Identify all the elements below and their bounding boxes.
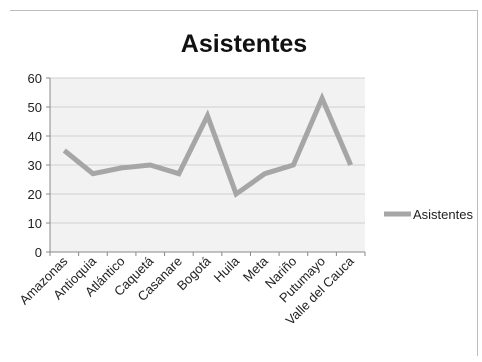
x-tick-label-6: Huila	[211, 253, 243, 285]
y-tick-label-10: 10	[28, 216, 42, 231]
y-tick-label-30: 30	[28, 158, 42, 173]
series-lines	[62, 91, 353, 198]
y-axis-tick-labels: 0 10 20 30 40 50 60	[28, 71, 42, 260]
legend-label-asistentes: Asistentes	[413, 207, 473, 222]
y-tick-label-40: 40	[28, 129, 42, 144]
x-axis-tick-labels: AmazonasAntioquiaAtlánticoCaquetáCasanar…	[16, 253, 357, 328]
y-tick-label-60: 60	[28, 71, 42, 86]
y-tick-label-50: 50	[28, 100, 42, 115]
axes	[49, 78, 366, 256]
y-tick-label-20: 20	[28, 187, 42, 202]
grid-lines	[46, 77, 365, 253]
chart-border	[10, 10, 478, 356]
y-tick-label-0: 0	[35, 245, 42, 260]
legend: Asistentes	[384, 207, 473, 222]
x-tick-label-5: Bogotá	[174, 253, 214, 293]
chart-title: Asistentes	[181, 30, 307, 58]
